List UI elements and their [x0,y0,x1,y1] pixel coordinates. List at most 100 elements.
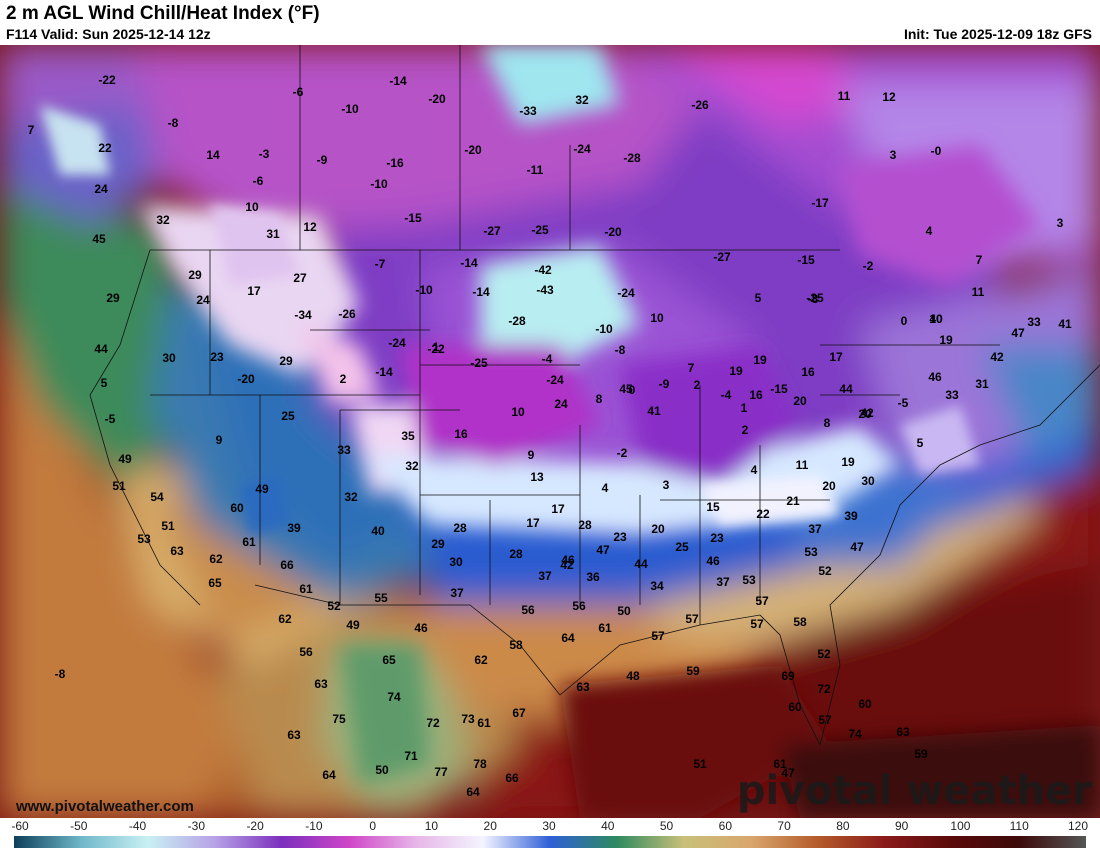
temperature-label: 14 [206,148,220,162]
temperature-label: 36 [586,570,600,584]
temperature-label: 74 [387,690,401,704]
weather-map[interactable]: -22 -14 -20 32 -33 -26 -6 -8 -10 11 12 7 -8 14 -3 -9 -16… [0,45,1100,818]
temperature-label: -5 [105,412,116,426]
temperature-label: 30 [162,351,176,365]
temperature-label: 61 [242,535,256,549]
color-scale-tick: 30 [542,819,556,833]
temperature-label: 25 [675,540,689,554]
temperature-label: 19 [841,455,855,469]
temperature-label: 19 [753,353,767,367]
temperature-label: 37 [450,586,464,600]
temperature-label: 62 [474,653,488,667]
temperature-label: 57 [685,612,699,626]
temperature-label: -17 [811,196,829,210]
temperature-label: 2 [340,372,347,386]
temperature-label: -8 [615,343,626,357]
temperature-label: 58 [793,615,807,629]
temperature-label: -27 [713,250,731,264]
east-coast [819,364,1100,746]
temperature-label: -14 [375,365,393,379]
temperature-label: -10 [370,177,388,191]
temperature-label: 56 [572,599,586,613]
valid-time: F114 Valid: Sun 2025-12-14 12z [6,26,211,42]
temperature-label: -34 [294,308,312,322]
temperature-label: 69 [781,669,795,683]
temperature-label: -11 [527,163,544,177]
temperature-label: 3 [890,148,897,162]
temperature-label: 20 [858,407,872,421]
temperature-label: -24 [388,336,406,350]
temperature-label: 42 [860,406,874,420]
temperature-label: 13 [530,470,544,484]
color-scale-tick: -50 [70,819,88,833]
temperature-label: 39 [844,509,858,523]
temperature-label: -16 [386,156,404,170]
temperature-label: 11 [796,458,809,472]
temperature-label: 27 [293,271,307,285]
temperature-label: 32 [156,213,170,227]
temperature-label: 66 [505,771,519,785]
temperature-label: -8 [55,667,66,681]
temperature-label: 29 [106,291,120,305]
temperature-label: 33 [1027,315,1041,329]
temperature-label: 47 [850,540,864,554]
temperature-label: 52 [818,564,832,578]
temperature-label: 4 [602,481,609,495]
west-coast [89,249,201,606]
color-scale-tick: -30 [187,819,205,833]
temperature-label: -4 [542,352,553,366]
temperature-label: 63 [896,725,910,739]
color-scale-tick: -20 [246,819,264,833]
temperature-label: 64 [561,631,575,645]
temperature-label: 59 [914,747,928,761]
map-title: 2 m AGL Wind Chill/Heat Index (°F) [6,3,320,24]
color-scale-tick: 110 [1009,819,1029,833]
temperature-label: 17 [551,502,565,516]
color-scale-tick: 70 [777,819,791,833]
temperature-label: 25 [281,409,295,423]
temperature-label: 16 [454,427,468,441]
temperature-label: 63 [170,544,184,558]
temperature-label: 62 [209,552,223,566]
boundaries [89,45,1100,746]
temperature-label: 33 [945,388,959,402]
temperature-label: 78 [473,757,487,771]
temperature-label: 30 [861,474,875,488]
temperature-label: -15 [797,253,815,267]
website-label: www.pivotalweather.com [16,798,194,815]
temperature-label: -4 [721,388,732,402]
us-mexico-border [254,584,561,696]
temperature-label: -25 [806,291,824,305]
color-scale-ticks: -60 -50 -40 -30 -20 -10 0 10 20 30 40 50 60 70 80 90 100… [0,818,1100,834]
temperature-label: 42 [560,558,574,572]
temperature-label: 24 [94,182,108,196]
color-scale-tick: 90 [894,819,909,833]
temperature-label: -7 [375,257,386,271]
temperature-label: 32 [344,490,358,504]
brand-logo: pivotal weather [736,768,1092,814]
temperature-label: 4 [926,224,933,238]
temperature-label: 21 [786,494,800,508]
temperature-label: 58 [509,638,523,652]
temperature-label: 57 [750,617,764,631]
temperature-label: 37 [808,522,822,536]
temperature-label: 56 [299,645,313,659]
temperature-label: 35 [401,429,415,443]
temperature-label: 5 [755,291,762,305]
color-scale-tick: -40 [128,819,147,833]
temperature-label: 2 [694,378,701,392]
temperature-label: 12 [303,220,317,234]
temperature-label: 28 [509,547,523,561]
temperature-label: 73 [461,712,475,726]
temperature-label: 61 [773,757,787,771]
temperature-label: 52 [817,647,831,661]
temperature-label: 46 [706,554,720,568]
temperature-label: 57 [651,629,665,643]
temperature-label: 10 [929,312,943,326]
temperature-label: -9 [317,153,328,167]
temperature-label: 66 [280,558,294,572]
color-scale-tick: 60 [718,819,733,833]
temperature-label: 32 [575,93,589,107]
temperature-label: 49 [346,618,360,632]
